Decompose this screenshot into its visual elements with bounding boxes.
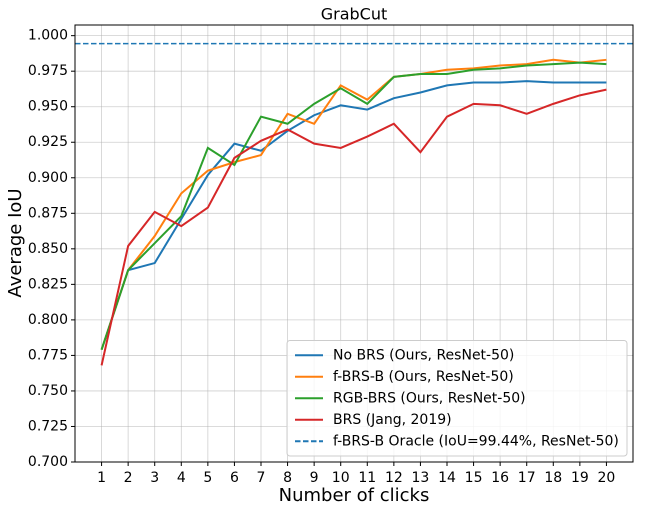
x-tick-label: 11 [358, 470, 376, 486]
series-line [100, 80, 607, 351]
legend-label: f-BRS-B Oracle (IoU=99.44%, ResNet-50) [333, 433, 619, 449]
x-tick-label: 3 [150, 470, 159, 486]
y-tick-label: 1.000 [28, 28, 68, 44]
y-tick-label: 0.800 [28, 312, 68, 328]
series-line [100, 61, 607, 351]
x-tick-label: 14 [438, 470, 456, 486]
y-tick-label: 0.925 [28, 134, 68, 150]
y-tick-label: 0.775 [28, 347, 68, 363]
series-line [100, 88, 607, 366]
legend-label: RGB-BRS (Ours, ResNet-50) [333, 390, 526, 406]
chart-title: GrabCut [321, 5, 388, 24]
y-tick-label: 0.850 [28, 241, 68, 257]
legend-label: BRS (Jang, 2019) [333, 412, 452, 428]
y-tick-label: 0.950 [28, 99, 68, 115]
x-tick-label: 6 [230, 470, 239, 486]
x-tick-label: 12 [385, 470, 403, 486]
x-tick-label: 10 [332, 470, 350, 486]
x-tick-label: 9 [310, 470, 319, 486]
legend: No BRS (Ours, ResNet-50) f-BRS-B (Ours, R… [286, 340, 628, 457]
x-tick-label: 2 [124, 470, 133, 486]
y-tick-label: 0.875 [28, 205, 68, 221]
x-tick-label: 15 [465, 470, 483, 486]
y-tick-label: 0.750 [28, 383, 68, 399]
x-tick-label: 19 [571, 470, 589, 486]
x-tick-label: 16 [491, 470, 509, 486]
y-tick-label: 0.975 [28, 63, 68, 79]
y-tick-label: 0.900 [28, 170, 68, 186]
x-tick-label: 20 [598, 470, 616, 486]
x-tick-label: 7 [257, 470, 266, 486]
x-tick-label: 5 [203, 470, 212, 486]
legend-box [286, 340, 628, 457]
x-tick-label: 1 [97, 470, 106, 486]
x-tick-label: 17 [518, 470, 536, 486]
legend-label: f-BRS-B (Ours, ResNet-50) [333, 369, 514, 385]
x-axis-label: Number of clicks [279, 485, 430, 506]
x-tick-label: 13 [412, 470, 430, 486]
y-tick-label: 0.700 [28, 454, 68, 470]
legend-label: No BRS (Ours, ResNet-50) [333, 347, 514, 363]
x-tick-label: 18 [544, 470, 562, 486]
x-tick-label: 8 [283, 470, 292, 486]
x-tick-label: 4 [177, 470, 186, 486]
y-tick-label: 0.825 [28, 276, 68, 292]
y-axis-label: Average IoU [5, 188, 26, 297]
y-tick-label: 0.725 [28, 418, 68, 434]
plot-frame [74, 24, 634, 463]
series-line [100, 58, 607, 351]
